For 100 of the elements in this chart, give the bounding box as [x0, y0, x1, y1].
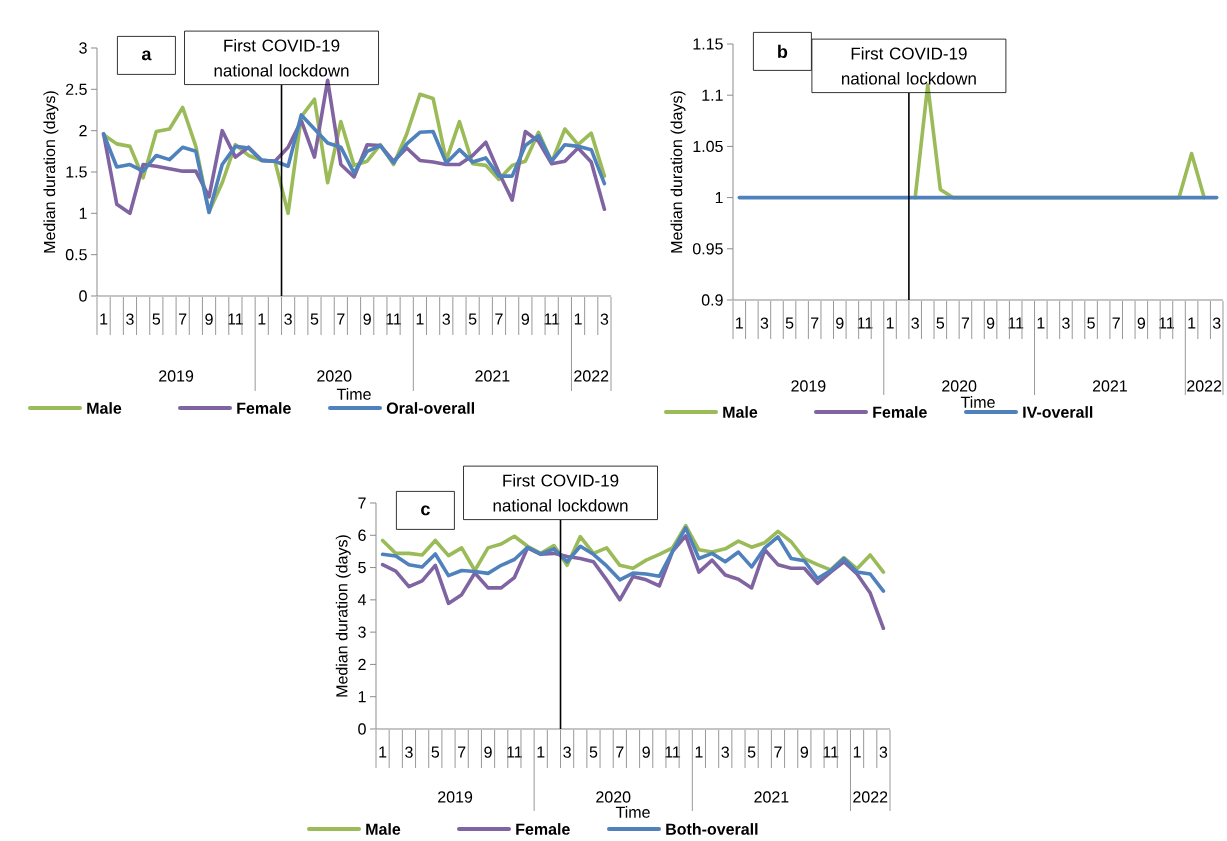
x-tick-label: 9: [642, 746, 650, 758]
x-tick-label: 9: [800, 746, 809, 758]
line-series: [101, 113, 607, 215]
x-tick-label: 5: [310, 313, 319, 325]
x-tick-label: 5: [589, 746, 598, 758]
x-tick-label: 9: [205, 313, 213, 325]
y-tick-label: 2.5: [66, 83, 87, 95]
y-tick-label: 0.9: [701, 294, 723, 306]
y-tick-label: 1.15: [693, 38, 723, 50]
x-tick-label: 1: [416, 313, 424, 325]
text: 2021: [754, 791, 789, 803]
x-tick-label: 1: [100, 313, 108, 325]
x-tick-label: 11: [665, 746, 681, 758]
x-tick-label: 7: [495, 313, 503, 325]
x-tick-label: 7: [961, 317, 970, 329]
x-tick-label: 11: [544, 313, 560, 325]
x-tick-label: 5: [785, 317, 794, 329]
x-tick-label: 5: [1087, 317, 1095, 329]
x-tick-label: 1: [537, 746, 545, 758]
x-tick-label: 1: [379, 746, 387, 758]
legend-label: Male: [723, 406, 758, 418]
x-tick-label: 5: [468, 313, 477, 325]
y-tick-label: 4: [357, 594, 366, 606]
x-tick-label: 7: [1112, 317, 1120, 329]
legend-label: Female: [516, 823, 570, 835]
x-tick-label: 3: [1212, 317, 1221, 329]
legend-label: Both-overall: [666, 823, 758, 835]
x-tick-label: 3: [405, 746, 413, 758]
y-tick-label: 0.95: [692, 243, 723, 255]
x-tick-label: 11: [857, 317, 873, 329]
x-tick-label: 11: [507, 746, 522, 758]
y-tick-label: 7: [358, 497, 366, 509]
legend-label: Female: [237, 402, 291, 414]
x-tick-label: 7: [616, 746, 624, 758]
x-tick-label: 5: [936, 317, 945, 329]
x-tick-label: 5: [152, 313, 161, 325]
x-tick-label: 11: [1008, 317, 1024, 329]
y-tick-label: 2: [79, 125, 87, 137]
y-tick-label: 1: [358, 691, 366, 703]
x-tick-label: 7: [337, 313, 345, 325]
x-tick-label: 11: [386, 313, 402, 325]
x-tick-label: 3: [760, 317, 769, 329]
text: 2019: [159, 370, 194, 382]
y-tick-label: 5: [358, 561, 366, 574]
x-tick-label: 1: [886, 317, 894, 329]
x-tick-label: 1: [853, 746, 861, 758]
x-tick-label: 11: [1159, 317, 1174, 329]
y-axis-title: Median duration (days): [670, 91, 686, 253]
legend-label: Male: [87, 402, 122, 414]
legend-label: Male: [366, 823, 401, 835]
x-tick-label: 3: [1062, 317, 1070, 329]
legend-label: IV-overall: [1023, 406, 1093, 418]
x-axis-title: Time: [960, 396, 995, 408]
x-tick-label: 7: [811, 317, 819, 329]
x-tick-label: 3: [911, 317, 919, 329]
y-tick-label: 0.5: [65, 249, 87, 261]
x-tick-label: 3: [879, 746, 888, 758]
x-tick-label: 7: [179, 313, 187, 325]
x-axis-title: Time: [615, 806, 650, 818]
line-series: [380, 526, 886, 593]
text: 2020: [942, 380, 977, 392]
x-tick-label: 5: [747, 746, 756, 758]
y-axis-title: Median duration (days): [335, 535, 351, 697]
text: 2020: [596, 791, 631, 803]
text: 2022: [853, 791, 888, 803]
y-tick-label: 3: [79, 42, 87, 54]
chart-title: c: [421, 505, 430, 516]
x-tick-label: 3: [600, 313, 609, 325]
y-axis-title: Median duration (days): [43, 91, 59, 253]
text: 2022: [1187, 380, 1222, 392]
x-tick-label: 1: [258, 313, 266, 325]
x-tick-label: 3: [284, 313, 292, 325]
x-tick-label: 7: [774, 746, 782, 758]
y-tick-label: 1.5: [66, 166, 87, 178]
text: 2019: [791, 380, 826, 392]
annotation: First COVID-19 national lockdown: [841, 47, 976, 85]
x-tick-label: 5: [431, 746, 440, 758]
x-tick-label: 3: [442, 313, 450, 325]
x-tick-label: 9: [1137, 317, 1146, 329]
text: 2022: [574, 370, 609, 382]
x-tick-label: 11: [228, 313, 243, 325]
x-tick-label: 1: [1037, 317, 1045, 329]
y-tick-label: 0: [79, 290, 87, 302]
x-tick-label: 9: [363, 313, 371, 325]
x-tick-label: 1: [736, 317, 743, 329]
x-tick-label: 3: [126, 313, 134, 325]
x-tick-label: 1: [1188, 317, 1196, 329]
y-tick-label: 1: [715, 192, 723, 204]
x-tick-label: 1: [574, 313, 582, 325]
x-tick-label: 9: [836, 317, 844, 329]
y-tick-label: 1: [79, 207, 87, 219]
legend-label: Female: [873, 406, 927, 418]
legend-label: Oral-overall: [386, 402, 474, 414]
y-tick-label: 3: [358, 626, 366, 638]
x-tick-label: 7: [458, 746, 466, 758]
y-tick-label: 1.1: [702, 89, 723, 101]
chart-title: a: [141, 50, 152, 61]
annotation: First COVID-19 national lockdown: [214, 39, 349, 77]
text: 2021: [475, 370, 510, 382]
x-tick-label: 9: [484, 746, 492, 758]
